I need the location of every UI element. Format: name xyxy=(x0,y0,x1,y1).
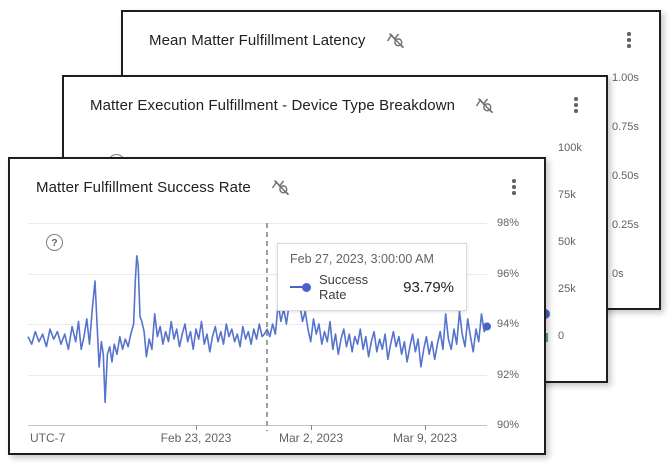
tooltip-value: 93.79% xyxy=(403,278,454,296)
more-options-button[interactable] xyxy=(622,30,636,50)
chart-tooltip: Feb 27, 2023, 3:00:00 AM Success Rate 93… xyxy=(277,243,467,311)
more-options-button[interactable] xyxy=(569,95,583,115)
line-end-dot xyxy=(483,322,491,331)
card-header: Matter Fulfillment Success Rate xyxy=(36,174,291,200)
x-axis-line xyxy=(28,425,487,426)
y-tick-label: 94% xyxy=(497,318,520,330)
gridline xyxy=(28,273,487,275)
gridline xyxy=(28,223,487,224)
chart-card-success-rate: Matter Fulfillment Success Rate ? 98% 96%… xyxy=(8,157,546,455)
y-tick-label: 25k xyxy=(558,283,576,295)
y-tick-label: 90% xyxy=(497,419,520,431)
card-title: Matter Fulfillment Success Rate xyxy=(36,178,251,196)
y-tick-label: 0s xyxy=(612,268,624,280)
x-tick-label: Mar 9, 2023 xyxy=(392,431,458,445)
y-tick-label: 0.75s xyxy=(612,121,639,133)
card-header: Mean Matter Fulfillment Latency xyxy=(149,27,406,53)
crosshair-line xyxy=(266,223,268,431)
y-tick-label: 0 xyxy=(558,330,565,342)
x-tick xyxy=(311,425,312,430)
tooltip-date: Feb 27, 2023, 3:00:00 AM xyxy=(290,252,434,266)
x-tick-label: Feb 23, 2023 xyxy=(160,431,232,445)
more-options-button[interactable] xyxy=(507,177,521,197)
y-tick-label: 92% xyxy=(497,368,520,381)
card-title: Mean Matter Fulfillment Latency xyxy=(149,31,366,49)
y-tick-label: 100k xyxy=(558,142,582,154)
gridline xyxy=(28,324,487,325)
x-tick xyxy=(425,425,426,430)
series-marker-icon xyxy=(290,282,311,292)
timezone-label: UTC-7 xyxy=(30,431,66,445)
success-rate-line xyxy=(27,254,491,404)
gridline xyxy=(28,374,487,376)
y-tick-label: 0.25s xyxy=(612,219,639,231)
insights-off-icon xyxy=(386,30,406,50)
help-icon[interactable]: ? xyxy=(46,234,63,251)
x-tick xyxy=(196,425,197,430)
card-title: Matter Execution Fulfillment - Device Ty… xyxy=(90,96,456,114)
y-tick-label: 75k xyxy=(558,189,576,201)
tooltip-series-name: Success Rate xyxy=(319,272,369,302)
y-tick-label: 1.00s xyxy=(612,72,639,84)
y-tick-label: 50k xyxy=(558,236,576,248)
x-tick-label: Mar 2, 2023 xyxy=(278,431,344,445)
insights-off-icon xyxy=(271,177,291,197)
card-header: Matter Execution Fulfillment - Device Ty… xyxy=(90,92,495,118)
y-tick-label: 0.50s xyxy=(612,170,639,182)
insights-off-icon xyxy=(475,95,495,115)
y-tick-label: 96% xyxy=(497,267,520,280)
y-tick-label: 98% xyxy=(497,217,520,229)
